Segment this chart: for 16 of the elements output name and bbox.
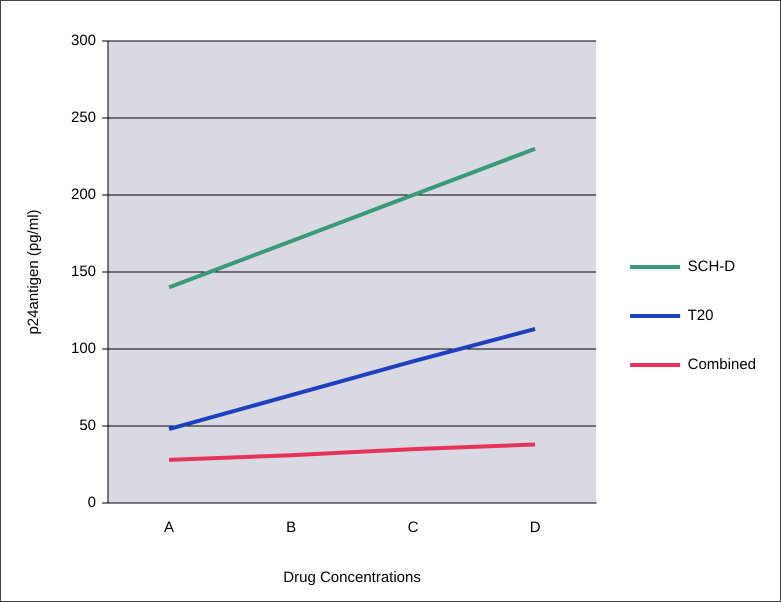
x-tick-label: B [286, 519, 296, 536]
y-tick-label: 300 [70, 32, 96, 50]
x-axis-title: Drug Concentrations [283, 569, 421, 586]
legend-label: Combined [688, 356, 756, 374]
y-tick-label: 50 [79, 417, 96, 434]
y-axis-title: p24antigen (pg/ml) [25, 209, 42, 335]
y-tick-label: 200 [70, 186, 96, 204]
y-tick-label: 150 [70, 263, 96, 280]
legend-label: T20 [688, 307, 714, 324]
x-tick-label: D [530, 519, 541, 536]
x-tick-label: A [164, 519, 174, 536]
x-tick-label: C [408, 519, 419, 536]
legend-label: SCH-D [688, 258, 736, 276]
y-tick-label: 100 [70, 340, 96, 358]
y-tick-label: 0 [88, 494, 96, 512]
y-tick-label: 250 [70, 109, 96, 126]
